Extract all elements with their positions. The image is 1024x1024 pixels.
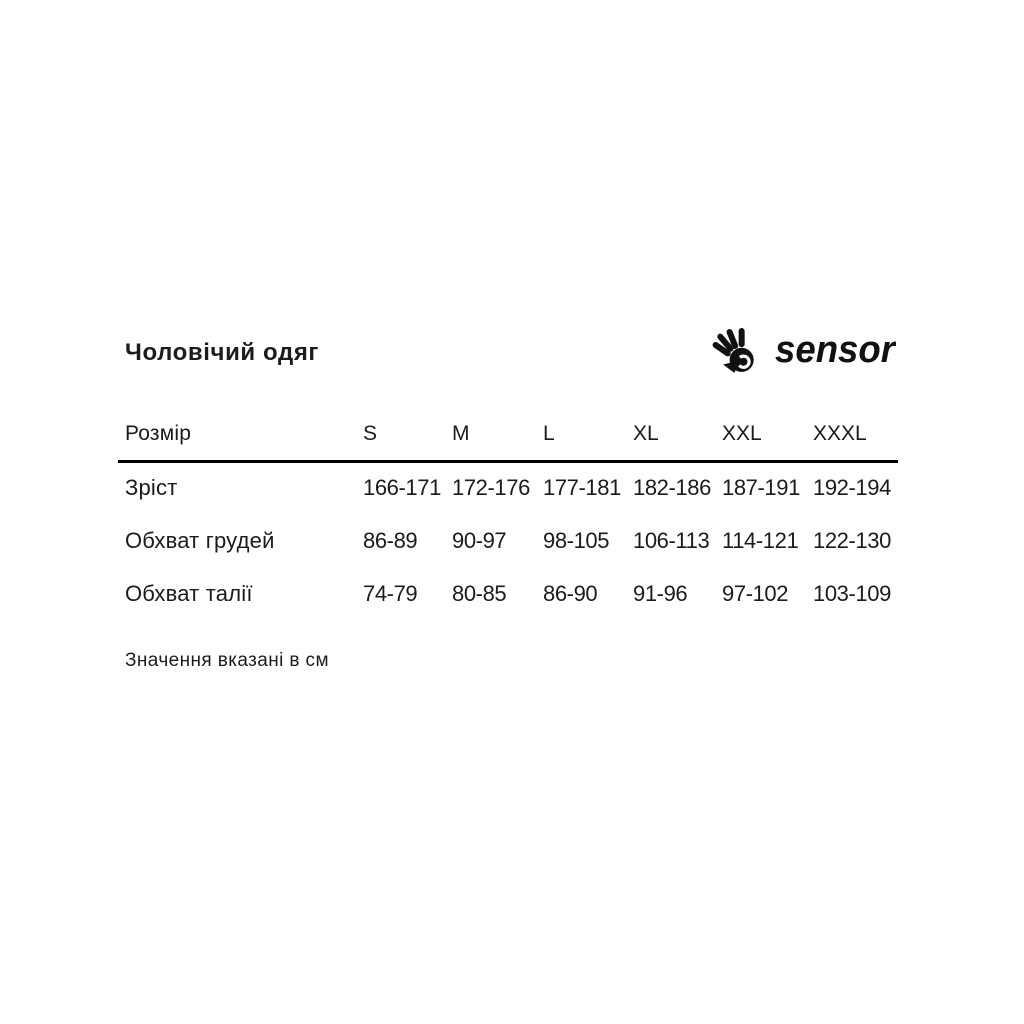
value-cell: 86-89 (363, 528, 418, 553)
value-cell: 192-194 (813, 475, 891, 500)
value-cell: 98-105 (543, 528, 610, 553)
value-cell: 177-181 (543, 475, 621, 500)
value-cell: 97-102 (722, 581, 789, 606)
size-col-header-xl: XL (633, 422, 659, 445)
value-cell: 80-85 (452, 581, 507, 606)
header-size-label: Розмір (125, 422, 192, 445)
brand-wordmark: sensor (774, 333, 896, 369)
table-row-chest: Обхват грудей 86-89 90-97 98-105 106-113… (125, 528, 897, 554)
value-cell: 182-186 (633, 475, 711, 500)
brand-wordmark-text: sensor (775, 333, 896, 369)
size-col-header-l: L (543, 422, 555, 445)
value-cell: 91-96 (633, 581, 688, 606)
row-label: Обхват талії (125, 581, 253, 606)
header-divider-line (118, 460, 898, 463)
sensor-hand-icon (711, 327, 763, 375)
size-col-header-xxxl: XXXL (813, 422, 867, 445)
size-col-header-m: M (452, 422, 470, 445)
row-label: Зріст (125, 475, 178, 500)
value-cell: 86-90 (543, 581, 598, 606)
value-cell: 166-171 (363, 475, 441, 500)
size-col-header-s: S (363, 422, 378, 445)
units-note: Значення вказані в см (125, 650, 329, 671)
size-table-header-row: Розмір S M L XL XXL XXXL (125, 421, 897, 447)
table-row-height: Зріст 166-171 172-176 177-181 182-186 18… (125, 475, 897, 501)
value-cell: 172-176 (452, 475, 530, 500)
value-cell: 106-113 (633, 528, 710, 553)
row-label: Обхват грудей (125, 528, 275, 553)
value-cell: 122-130 (813, 528, 891, 553)
size-col-header-xxl: XXL (722, 422, 762, 445)
value-cell: 114-121 (722, 528, 799, 553)
brand-logo: sensor (711, 327, 896, 375)
value-cell: 187-191 (722, 475, 800, 500)
value-cell: 90-97 (452, 528, 507, 553)
page-title: Чоловічий одяг (125, 339, 320, 366)
table-row-waist: Обхват талії 74-79 80-85 86-90 91-96 97-… (125, 581, 897, 607)
value-cell: 74-79 (363, 581, 418, 606)
value-cell: 103-109 (813, 581, 891, 606)
